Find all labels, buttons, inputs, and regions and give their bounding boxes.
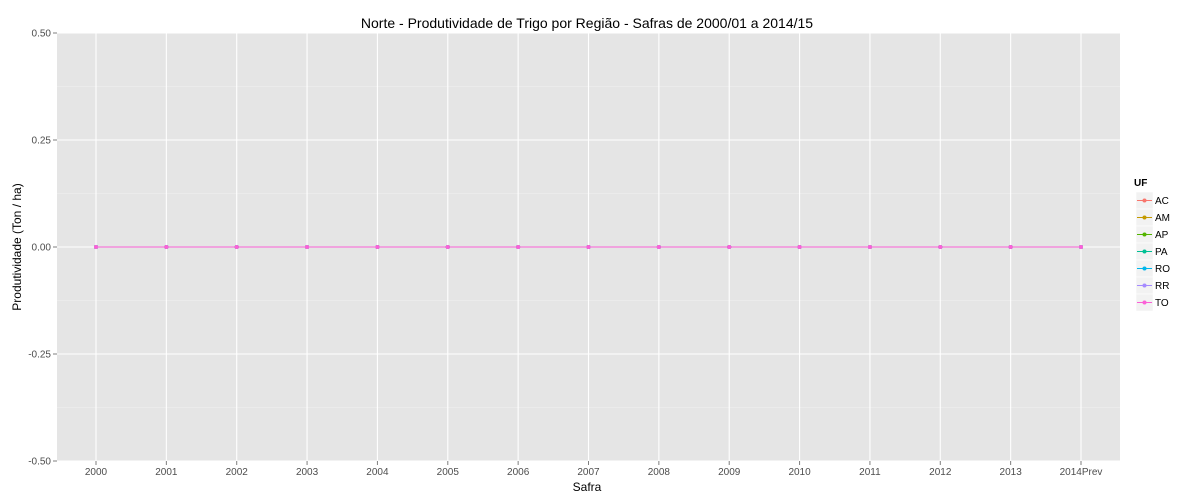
y-axis: 0.50 0.25 0.00 -0.25 -0.50 <box>28 29 57 468</box>
x-tick-label: 2006 <box>507 467 530 478</box>
legend-key-point <box>1142 266 1147 271</box>
legend-label: PA <box>1155 247 1168 258</box>
legend-label: AM <box>1155 213 1170 224</box>
x-tick-label: 2007 <box>577 467 600 478</box>
legend-item-ro: RO <box>1135 259 1170 278</box>
legend-key-point <box>1142 232 1147 237</box>
y-tick-label: 0.00 <box>32 243 52 254</box>
data-point-to <box>727 245 732 249</box>
legend-key-point <box>1142 198 1147 203</box>
series-to <box>94 245 1083 249</box>
chart-title: Norte - Produtividade de Trigo por Regiã… <box>361 15 813 31</box>
y-axis-title: Produtividade (Ton / ha) <box>10 183 24 310</box>
data-point-to <box>375 245 380 249</box>
y-tick-label: -0.50 <box>28 457 51 468</box>
data-point-to <box>1008 245 1013 249</box>
x-tick-label: 2013 <box>1000 467 1023 478</box>
legend-key-point <box>1142 215 1147 220</box>
data-point-to <box>516 245 521 249</box>
x-tick-label: 2011 <box>859 467 881 478</box>
legend-key-point <box>1142 283 1147 288</box>
legend-title: UF <box>1134 178 1147 189</box>
legend-item-rr: RR <box>1135 276 1169 295</box>
data-point-to <box>797 245 802 249</box>
data-point-to <box>305 245 310 249</box>
y-tick-label: -0.25 <box>28 350 51 361</box>
x-tick-label: 2008 <box>648 467 671 478</box>
legend-items: AC AM AP PA RO RR TO <box>1135 191 1170 312</box>
x-tick-label: 2000 <box>85 467 108 478</box>
data-point-to <box>938 245 943 249</box>
x-tick-label: 2004 <box>366 467 389 478</box>
data-point-to <box>164 245 169 249</box>
legend-label: AP <box>1155 230 1169 241</box>
data-point-to <box>445 245 450 249</box>
legend-key-point <box>1142 300 1147 305</box>
x-tick-label: 2010 <box>788 467 811 478</box>
x-tick-label: 2002 <box>226 467 249 478</box>
series-layer <box>94 245 1083 249</box>
data-point-to <box>1079 245 1083 249</box>
legend-item-to: TO <box>1135 293 1169 312</box>
x-tick-label: 2009 <box>718 467 741 478</box>
data-point-to <box>94 245 98 249</box>
x-tick-label: 2001 <box>155 467 178 478</box>
legend: UF AC AM AP PA RO RR TO <box>1134 178 1170 312</box>
legend-label: AC <box>1155 196 1169 207</box>
x-axis-title: Safra <box>573 480 602 494</box>
legend-label: TO <box>1155 298 1169 309</box>
data-point-to <box>234 245 239 249</box>
x-axis: 2000 2001 2002 2003 2004 2005 2006 2007 2008 2009… <box>85 461 1103 478</box>
legend-label: RR <box>1155 281 1169 292</box>
x-tick-label: 2005 <box>437 467 460 478</box>
legend-key-point <box>1142 249 1147 254</box>
data-point-to <box>867 245 872 249</box>
data-point-to <box>586 245 591 249</box>
x-tick-label: 2014Prev <box>1060 467 1103 478</box>
y-tick-label: 0.25 <box>32 136 52 147</box>
x-tick-label: 2003 <box>296 467 319 478</box>
legend-label: RO <box>1155 264 1170 275</box>
y-tick-label: 0.50 <box>32 29 52 40</box>
x-tick-label: 2012 <box>929 467 952 478</box>
data-point-to <box>656 245 661 249</box>
